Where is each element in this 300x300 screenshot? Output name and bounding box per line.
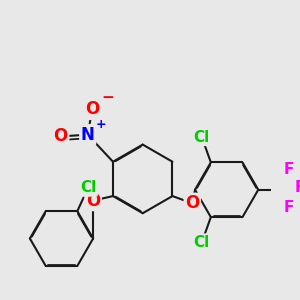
Text: +: + [96, 118, 106, 131]
Text: F: F [284, 200, 294, 215]
Text: O: O [53, 128, 68, 146]
Text: O: O [185, 194, 200, 212]
Text: O: O [85, 100, 99, 118]
Text: Cl: Cl [194, 235, 210, 250]
Text: Cl: Cl [80, 180, 96, 195]
Text: O: O [86, 192, 100, 210]
Text: F: F [295, 180, 300, 195]
Text: −: − [101, 90, 114, 105]
Text: N: N [81, 126, 94, 144]
Text: F: F [284, 162, 294, 177]
Text: Cl: Cl [194, 130, 210, 145]
